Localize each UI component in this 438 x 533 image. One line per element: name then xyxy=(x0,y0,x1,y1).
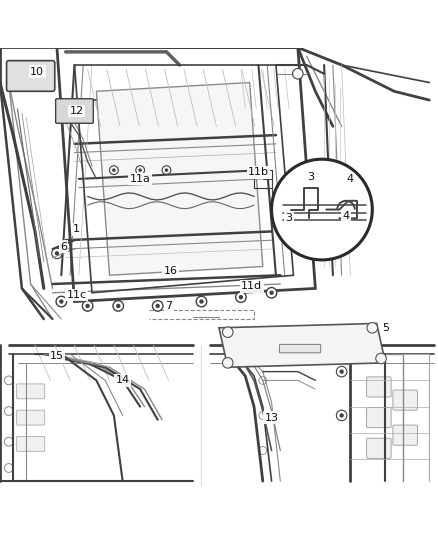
Circle shape xyxy=(236,292,246,302)
Circle shape xyxy=(269,290,274,295)
Circle shape xyxy=(196,296,207,307)
Text: 3: 3 xyxy=(286,213,293,223)
Text: 6: 6 xyxy=(60,242,67,252)
Text: 3: 3 xyxy=(307,172,314,182)
Polygon shape xyxy=(219,324,385,367)
Text: 1: 1 xyxy=(73,224,80,235)
FancyBboxPatch shape xyxy=(279,344,321,353)
Circle shape xyxy=(223,327,233,337)
Circle shape xyxy=(138,168,142,172)
Text: 16: 16 xyxy=(164,266,178,276)
FancyBboxPatch shape xyxy=(367,438,391,458)
Circle shape xyxy=(223,358,233,368)
Circle shape xyxy=(272,159,372,260)
Text: 15: 15 xyxy=(50,351,64,361)
Circle shape xyxy=(113,301,124,311)
Circle shape xyxy=(367,322,378,333)
Circle shape xyxy=(266,287,277,298)
FancyBboxPatch shape xyxy=(393,425,417,445)
Text: 12: 12 xyxy=(70,106,84,116)
Circle shape xyxy=(152,301,163,311)
Text: 13: 13 xyxy=(265,413,279,423)
Text: 11b: 11b xyxy=(248,167,269,177)
Text: 4: 4 xyxy=(347,174,354,184)
Circle shape xyxy=(52,248,62,259)
Circle shape xyxy=(165,168,168,172)
Circle shape xyxy=(59,300,64,304)
FancyBboxPatch shape xyxy=(56,99,93,123)
Text: 7: 7 xyxy=(165,301,172,311)
Circle shape xyxy=(199,300,204,304)
Text: 4: 4 xyxy=(343,211,350,221)
Circle shape xyxy=(82,301,93,311)
Text: 10: 10 xyxy=(30,67,44,77)
Circle shape xyxy=(116,304,120,308)
FancyBboxPatch shape xyxy=(367,408,391,427)
Circle shape xyxy=(85,304,90,308)
Text: 5: 5 xyxy=(382,323,389,333)
FancyBboxPatch shape xyxy=(367,377,391,397)
Text: 14: 14 xyxy=(116,375,130,385)
FancyBboxPatch shape xyxy=(17,384,45,399)
Circle shape xyxy=(293,69,303,79)
Text: 11a: 11a xyxy=(130,174,151,184)
FancyBboxPatch shape xyxy=(7,61,55,91)
Polygon shape xyxy=(96,83,263,275)
Circle shape xyxy=(376,353,386,364)
Circle shape xyxy=(55,251,59,255)
Circle shape xyxy=(339,369,344,374)
FancyBboxPatch shape xyxy=(17,437,45,451)
Text: 11d: 11d xyxy=(241,281,262,291)
FancyBboxPatch shape xyxy=(393,390,417,410)
Text: 11c: 11c xyxy=(67,290,87,300)
Circle shape xyxy=(112,168,116,172)
FancyBboxPatch shape xyxy=(17,410,45,425)
Circle shape xyxy=(155,304,160,308)
Circle shape xyxy=(239,295,243,300)
Circle shape xyxy=(56,296,67,307)
Circle shape xyxy=(339,413,344,418)
